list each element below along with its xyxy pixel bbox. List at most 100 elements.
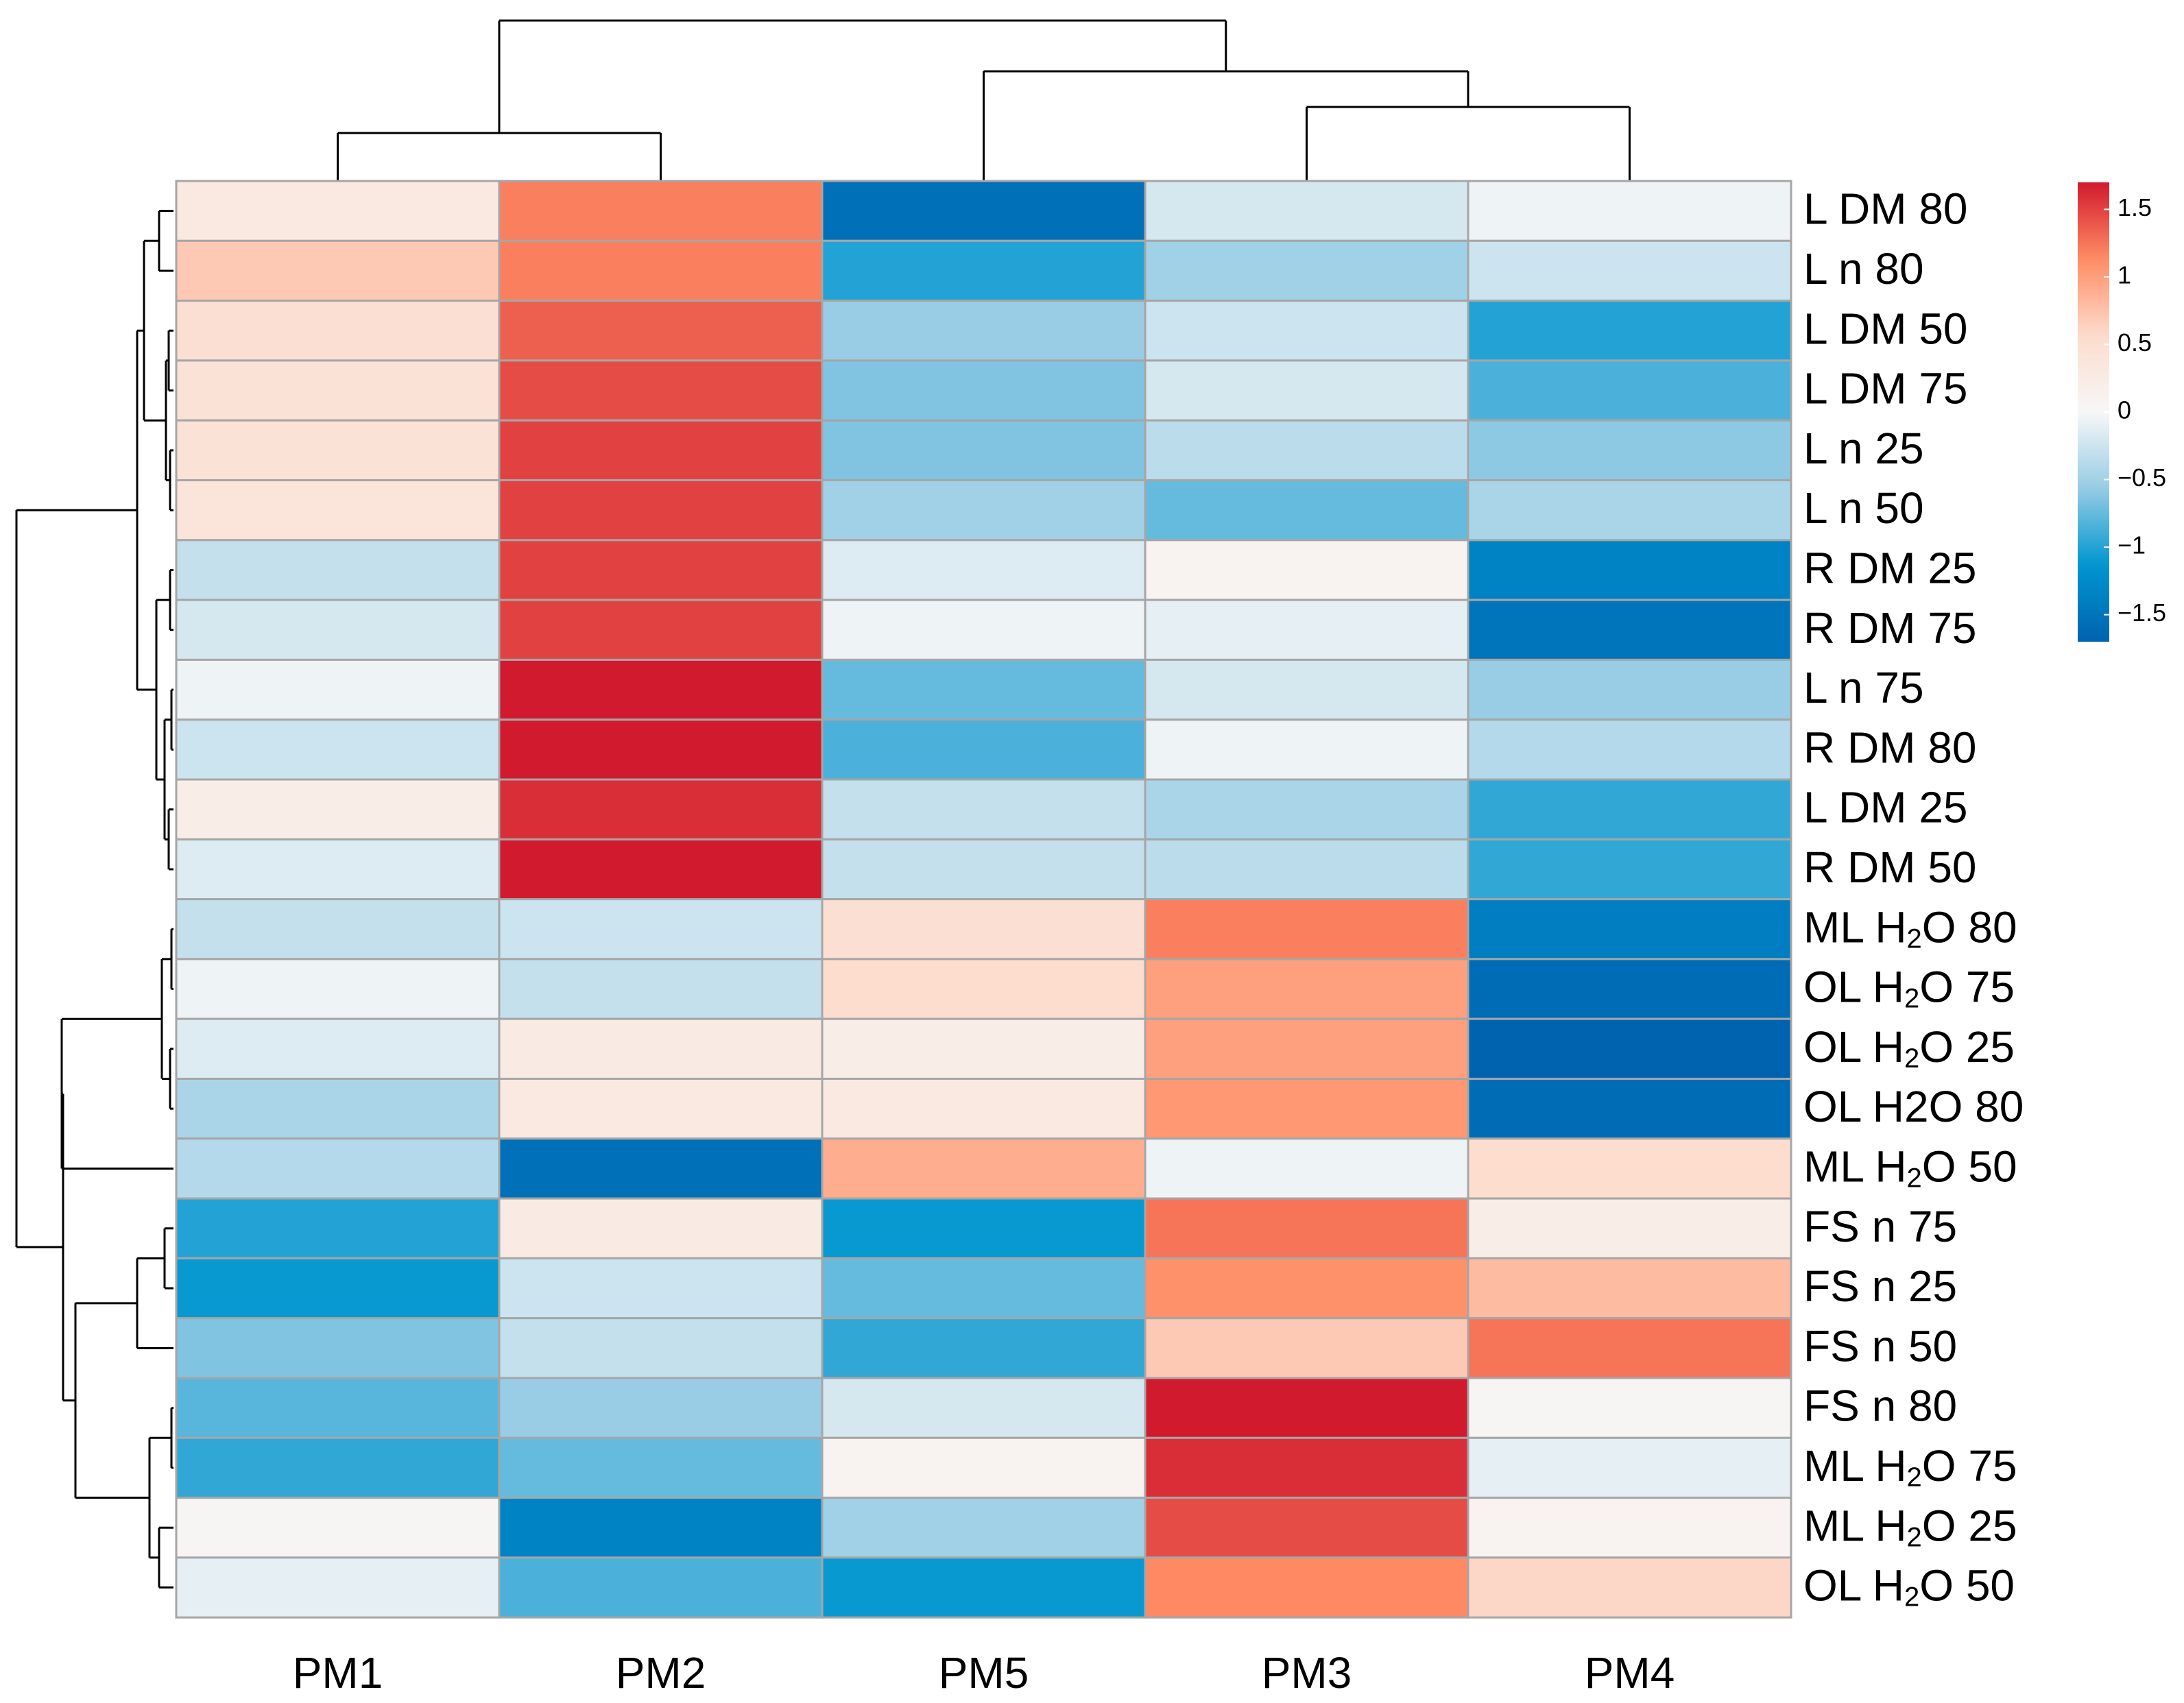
heatmap-cell [1144,1137,1469,1200]
heatmap-cell [1144,1377,1469,1439]
heatmap-cell [1467,1556,1792,1619]
heatmap-cell [821,1556,1147,1619]
heatmap-cell [821,359,1147,422]
heatmap-cell [1467,599,1792,661]
heatmap-cell [1467,359,1792,422]
heatmap-cell [821,658,1147,721]
heatmap-cell [821,419,1147,482]
heatmap-cell [498,778,824,841]
row-label: R DM 80 [1803,723,1977,772]
row-label: R DM 25 [1803,543,1977,592]
row-label: ML H2O 75 [1803,1441,2017,1493]
heatmap-cell [498,1197,824,1259]
heatmap-cell [1467,1137,1792,1200]
heatmap-cell [821,778,1147,841]
row-label: OL H2O 80 [1803,1082,2024,1131]
heatmap-cell [1144,1436,1469,1499]
legend-tick-label: 0 [2117,396,2131,424]
heatmap-cell [175,180,501,242]
heatmap-cell [498,898,824,961]
heatmap-cell [821,838,1147,901]
heatmap-cell [175,1317,501,1379]
row-dendrogram [15,210,173,1589]
heatmap-cell [1467,1257,1792,1320]
row-label: L n 25 [1803,424,1924,473]
heatmap-cell [1144,718,1469,781]
heatmap-cell [1144,479,1469,542]
heatmap-cell [498,359,824,422]
row-label: ML H2O 25 [1803,1501,2017,1552]
heatmap-cell [498,479,824,542]
heatmap-cell [175,958,501,1020]
heatmap-cell [1144,300,1469,362]
heatmap-cell [821,718,1147,781]
heatmap-cell [1467,718,1792,781]
heatmap-cell [1467,539,1792,601]
heatmap-cell [175,539,501,601]
heatmap-cell [1467,1078,1792,1140]
heatmap-cell [821,1377,1147,1439]
heatmap-cell [498,1317,824,1379]
heatmap-cell [821,539,1147,601]
row-label: FS n 25 [1803,1261,1957,1311]
heatmap-cell [1467,300,1792,362]
heatmap-cell [498,239,824,302]
heatmap-cell [821,1497,1147,1559]
heatmap-cell [1144,958,1469,1020]
heatmap-cell [1467,239,1792,302]
heatmap-cell [498,539,824,601]
heatmap-cell [175,1017,501,1080]
heatmap-cell [498,599,824,661]
heatmap-cell [1144,658,1469,721]
heatmap-cell [821,180,1147,242]
row-label: FS n 50 [1803,1321,1957,1370]
row-label: R DM 50 [1803,843,1977,892]
heatmap-cell [1467,1436,1792,1499]
row-labels: L DM 80 L n 80 L DM 50 L DM 75 L n 25 L n 50 R… [1803,184,2024,1613]
heatmap-cell [1144,1078,1469,1140]
heatmap-cell [498,1436,824,1499]
heatmap-cell [1144,419,1469,482]
column-dendrogram [337,19,1631,181]
row-label: L DM 50 [1803,304,1968,353]
column-label: PM5 [939,1648,1029,1698]
heatmap-cell [1144,180,1469,242]
row-label: L DM 25 [1803,783,1968,832]
row-label: OL H2O 25 [1803,1022,2015,1074]
heatmap-cell [498,718,824,781]
heatmap-cell [175,838,501,901]
heatmap-cell [175,658,501,721]
heatmap-cell [1467,898,1792,961]
legend-tick-label: −1 [2117,531,2146,559]
heatmap-cell [1467,1377,1792,1439]
heatmap-cell [821,1017,1147,1080]
heatmap-cell [175,778,501,841]
heatmap-cell [498,1497,824,1559]
heatmap-cell [1144,1317,1469,1379]
row-label: L n 50 [1803,483,1924,533]
legend-tick-label: 1 [2117,261,2131,289]
heatmap-cell [1144,898,1469,961]
heatmap-cell [821,1257,1147,1320]
row-label: R DM 75 [1803,603,1977,653]
column-label: PM2 [616,1648,706,1698]
heatmap-cell [1144,599,1469,661]
heatmap-cell [1467,479,1792,542]
legend-tick-label: 1.5 [2117,193,2152,221]
heatmap-cell [821,898,1147,961]
heatmap-cell [175,1137,501,1200]
heatmap-cell [498,180,824,242]
heatmap-cell [498,958,824,1020]
heatmap-cell [498,1377,824,1439]
heatmap-cell [175,599,501,661]
legend-tick-label: −1.5 [2117,599,2166,627]
column-label: PM3 [1262,1648,1352,1698]
row-label: ML H2O 50 [1803,1142,2017,1193]
heatmap-cell [1144,1497,1469,1559]
row-label: FS n 75 [1803,1202,1957,1251]
column-label: PM4 [1585,1648,1675,1698]
legend-tick-label: 0.5 [2117,328,2152,357]
heatmap-cell [1467,1497,1792,1559]
heatmap-cell [175,1556,501,1619]
heatmap-cell [175,1078,501,1140]
